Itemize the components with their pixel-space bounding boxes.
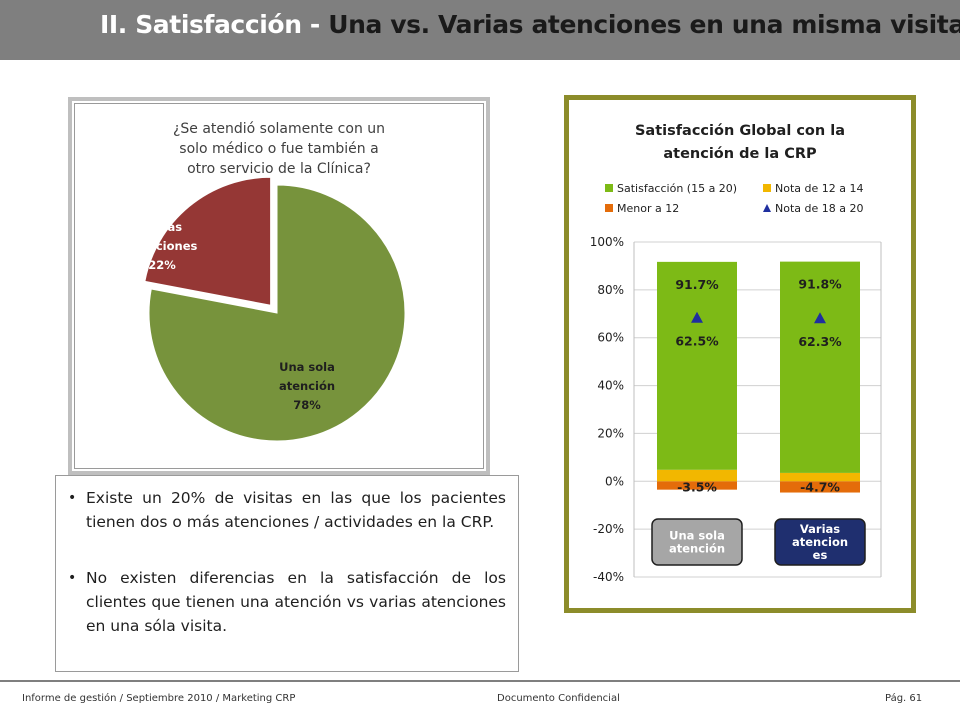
pie-slice-label: atención bbox=[279, 379, 335, 393]
category-label: atención bbox=[669, 542, 725, 556]
bar-chart-title-line1: Satisfacción Global con la bbox=[634, 123, 846, 139]
legend-swatch bbox=[605, 204, 613, 212]
bar-segment-satisfaccion bbox=[657, 261, 737, 470]
pie-slice bbox=[144, 176, 272, 306]
negative-data-label: -4.7% bbox=[800, 479, 840, 494]
pie-chart-title: ¿Se atendió solamente con un solo médico… bbox=[172, 121, 386, 177]
legend-item-satisfaccion: Satisfacción (15 a 20) bbox=[605, 182, 737, 196]
pie-slice-label: 22% bbox=[148, 258, 176, 272]
pie-slice-label: atenciones bbox=[127, 239, 198, 253]
y-tick-label: 40% bbox=[597, 379, 624, 393]
triangle-marker bbox=[814, 312, 826, 324]
legend-item-menor-12: Menor a 12 bbox=[605, 202, 679, 216]
footer-divider bbox=[0, 680, 960, 682]
legend-swatch bbox=[605, 184, 613, 192]
bar-segment-nota-12-14 bbox=[657, 469, 737, 482]
page-title-topic: Una vs. Varias atenciones en una misma v… bbox=[328, 10, 960, 39]
triangle-marker-icon bbox=[763, 204, 771, 212]
pie-slice-label: Varias bbox=[142, 220, 182, 234]
footer-report-info: Informe de gestión / Septiembre 2010 / M… bbox=[22, 693, 296, 704]
y-tick-label: -40% bbox=[593, 570, 624, 584]
category-label: Varias bbox=[800, 522, 840, 536]
legend-label: Nota de 18 a 20 bbox=[775, 202, 864, 215]
bar-chart-panel: Satisfacción Global con la atención de l… bbox=[564, 95, 916, 613]
pie-slice-label: 78% bbox=[293, 398, 321, 412]
bar-chart-title: Satisfacción Global con la atención de l… bbox=[569, 120, 911, 166]
category-label: atencion bbox=[792, 535, 848, 549]
legend-label: Menor a 12 bbox=[617, 202, 680, 215]
pie-chart-frame bbox=[74, 103, 484, 469]
legend-item-nota-18-20: Nota de 18 a 20 bbox=[763, 202, 863, 216]
legend-label: Satisfacción (15 a 20) bbox=[617, 182, 738, 195]
bar-segment-nota-12-14 bbox=[780, 472, 860, 482]
legend-label: Nota de 12 a 14 bbox=[775, 182, 864, 195]
pie-chart: Una sola atención 78% Varias atenciones 22% bbox=[127, 176, 406, 442]
y-tick-label: 20% bbox=[597, 426, 624, 440]
category-label: es bbox=[813, 548, 828, 562]
triangle-marker bbox=[691, 311, 703, 323]
triangle-data-label: 62.3% bbox=[798, 334, 842, 349]
category-label-box bbox=[774, 518, 866, 566]
bar-data-label: 91.7% bbox=[675, 277, 719, 292]
category-label: Una sola bbox=[669, 529, 725, 543]
findings-box: Existe un 20% de visitas en las que los … bbox=[55, 475, 519, 672]
bar-segment-menor-12 bbox=[780, 481, 860, 493]
finding-bullet: Existe un 20% de visitas en las que los … bbox=[68, 486, 506, 534]
category-label-box bbox=[651, 518, 743, 566]
bar-chart: -40% -20% 0% 20% 40% 60% 80% 100% 91.7% 62.5% -3.5… bbox=[590, 235, 882, 584]
y-tick-label: -20% bbox=[593, 522, 624, 536]
pie-slice-label: Una sola bbox=[279, 360, 335, 374]
footer-page-number: Pág. 61 bbox=[885, 693, 923, 704]
header-bar: II. Satisfacción - Una vs. Varias atenci… bbox=[0, 0, 960, 60]
legend-item-nota-12-14: Nota de 12 a 14 bbox=[763, 182, 863, 196]
bar-segment-menor-12 bbox=[657, 481, 737, 490]
y-tick-label: 100% bbox=[590, 235, 624, 249]
finding-bullet: No existen diferencias en la satisfacció… bbox=[68, 566, 506, 638]
legend-swatch bbox=[763, 184, 771, 192]
y-tick-label: 60% bbox=[597, 331, 624, 345]
negative-data-label: -3.5% bbox=[677, 479, 717, 494]
footer-confidential: Documento Confidencial bbox=[497, 693, 620, 704]
bar-data-label: 91.8% bbox=[798, 277, 842, 292]
y-tick-label: 0% bbox=[605, 474, 624, 488]
triangle-data-label: 62.5% bbox=[675, 334, 719, 349]
page-title-section: II. Satisfacción - bbox=[100, 10, 329, 39]
y-tick-label: 80% bbox=[597, 283, 624, 297]
bar-segment-satisfaccion bbox=[780, 261, 860, 473]
pie-slice bbox=[148, 184, 406, 442]
page-title: II. Satisfacción - Una vs. Varias atenci… bbox=[100, 10, 960, 39]
bar-chart-title-line2: atención de la CRP bbox=[663, 146, 817, 162]
pie-chart-panel: ¿Se atendió solamente con un solo médico… bbox=[68, 97, 490, 475]
